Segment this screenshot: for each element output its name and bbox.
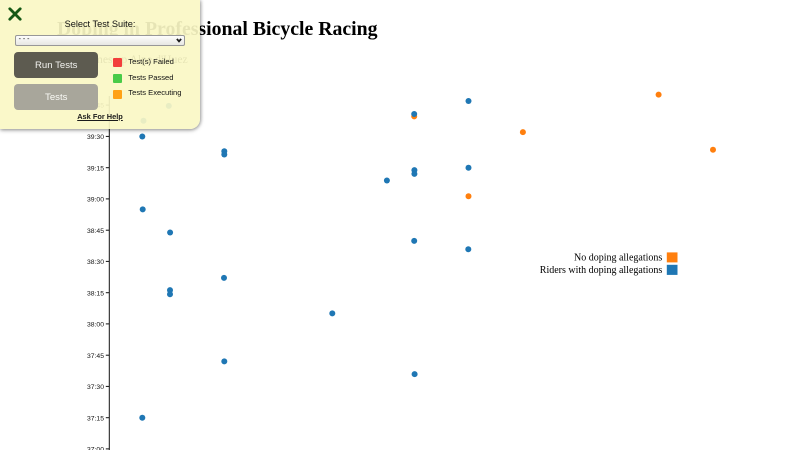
svg-text:37:45: 37:45 [87, 353, 104, 360]
svg-text:38:00: 38:00 [87, 322, 104, 329]
svg-text:No doping allegations: No doping allegations [574, 252, 662, 263]
svg-text:39:15: 39:15 [87, 165, 104, 172]
svg-text:38:15: 38:15 [87, 290, 104, 297]
svg-text:37:30: 37:30 [87, 384, 104, 391]
svg-text:37:15: 37:15 [87, 415, 104, 422]
svg-text:38:30: 38:30 [87, 259, 104, 266]
svg-text:39:30: 39:30 [87, 134, 104, 141]
svg-text:39:00: 39:00 [87, 197, 104, 204]
svg-text:Riders with doping allegations: Riders with doping allegations [540, 265, 663, 276]
svg-text:37:00: 37:00 [87, 447, 104, 450]
svg-text:38:45: 38:45 [87, 228, 104, 235]
